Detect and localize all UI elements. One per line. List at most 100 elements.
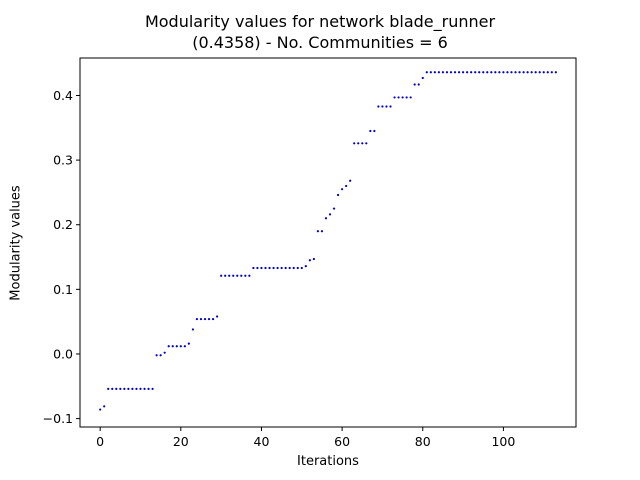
- data-point: [369, 129, 372, 133]
- data-point: [240, 274, 243, 277]
- data-point: [268, 266, 271, 270]
- data-point: [119, 387, 122, 390]
- data-point: [357, 142, 360, 145]
- data-point: [232, 274, 235, 277]
- data-point: [260, 266, 263, 270]
- data-point: [506, 71, 509, 74]
- data-point: [478, 71, 481, 74]
- data-point: [526, 71, 529, 74]
- data-point: [203, 317, 207, 321]
- data-point: [123, 387, 126, 390]
- data-point: [514, 71, 517, 74]
- x-tick-label: 20: [173, 434, 189, 449]
- data-point: [292, 266, 295, 270]
- data-point: [546, 71, 549, 74]
- data-point: [284, 266, 287, 270]
- data-point: [308, 259, 311, 262]
- data-point: [300, 266, 303, 270]
- data-point: [373, 129, 376, 133]
- data-point: [143, 387, 146, 390]
- chart-subtitle: (0.4358) - No. Communities = 6: [192, 33, 448, 52]
- data-point: [345, 184, 348, 188]
- y-axis-ticks: −0.1 0.0 0.1 0.2 0.3 0.4: [43, 88, 80, 426]
- data-point: [445, 71, 449, 74]
- data-point: [457, 71, 461, 74]
- data-point: [510, 71, 513, 74]
- data-point: [224, 274, 227, 277]
- y-tick-label: −0.1: [43, 411, 73, 426]
- data-point: [304, 264, 307, 268]
- data-point: [328, 213, 332, 216]
- data-point: [538, 71, 541, 74]
- y-tick-label: 0.2: [53, 217, 73, 232]
- data-point: [131, 387, 134, 390]
- data-point: [155, 354, 158, 357]
- data-point: [534, 71, 537, 74]
- data-point: [441, 71, 445, 74]
- data-point: [103, 405, 106, 408]
- data-point: [199, 317, 203, 321]
- y-tick-label: 0.4: [53, 88, 73, 103]
- data-point: [389, 105, 392, 108]
- data-point: [554, 71, 557, 74]
- data-point: [244, 274, 247, 277]
- data-point: [127, 387, 130, 390]
- data-point: [135, 387, 138, 390]
- data-point: [252, 266, 255, 270]
- data-point: [111, 387, 114, 390]
- data-point: [191, 328, 195, 331]
- y-tick-label: 0.0: [53, 346, 73, 361]
- data-point: [312, 257, 315, 261]
- data-point: [115, 387, 118, 390]
- data-point: [187, 342, 190, 345]
- data-point: [228, 274, 231, 277]
- data-point: [264, 266, 267, 270]
- data-point: [280, 266, 283, 270]
- data-point: [272, 266, 275, 270]
- data-point: [365, 142, 368, 145]
- data-point: [470, 71, 473, 74]
- data-point: [183, 345, 186, 348]
- data-point: [320, 230, 324, 233]
- data-point: [195, 317, 199, 321]
- data-point: [256, 266, 259, 270]
- data-point: [417, 83, 420, 86]
- data-point: [397, 96, 400, 99]
- data-point: [385, 105, 388, 108]
- data-point: [211, 317, 215, 321]
- data-point: [494, 71, 497, 74]
- data-point: [207, 317, 211, 321]
- data-point: [401, 96, 404, 99]
- data-point: [522, 71, 525, 74]
- data-point: [409, 96, 412, 99]
- data-point: [405, 96, 408, 99]
- data-point: [421, 76, 424, 80]
- data-point: [151, 387, 154, 390]
- x-tick-label: 80: [415, 434, 431, 449]
- data-point: [236, 274, 239, 277]
- data-point: [353, 142, 356, 145]
- data-point: [171, 345, 174, 348]
- data-point: [99, 408, 102, 411]
- data-point: [349, 179, 352, 182]
- data-point: [296, 266, 299, 270]
- data-point: [486, 71, 489, 74]
- data-point: [550, 71, 553, 74]
- y-tick-label: 0.1: [53, 282, 73, 297]
- y-tick-label: 0.3: [53, 153, 73, 168]
- data-points: [99, 71, 557, 411]
- data-point: [377, 105, 380, 108]
- data-point: [518, 71, 521, 74]
- data-point: [159, 354, 162, 357]
- data-point: [316, 230, 320, 233]
- axes-frame: [79, 57, 577, 428]
- data-point: [502, 71, 505, 74]
- data-point: [175, 345, 178, 348]
- data-point: [216, 315, 219, 318]
- data-point: [530, 71, 533, 74]
- data-point: [482, 71, 485, 74]
- data-point: [341, 188, 344, 191]
- data-point: [147, 387, 150, 390]
